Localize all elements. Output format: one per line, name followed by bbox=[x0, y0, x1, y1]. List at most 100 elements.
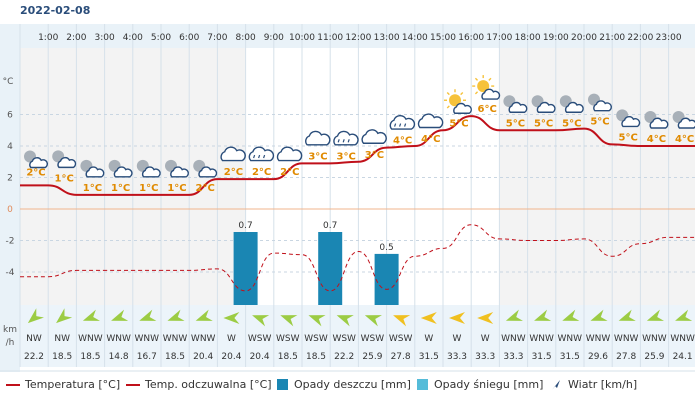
wind-arrow-icon bbox=[675, 309, 693, 321]
temp-label: 1°C bbox=[83, 183, 102, 194]
wind-arrow-icon bbox=[618, 309, 636, 321]
wind-speed: 24.1 bbox=[673, 352, 693, 362]
wind-arrow-icon bbox=[252, 315, 270, 327]
hour-label: 21:00 bbox=[599, 33, 625, 43]
cloud-drizzle-icon bbox=[333, 130, 359, 146]
wind-direction: WNW bbox=[78, 334, 103, 344]
wind-arrow-shape bbox=[420, 312, 437, 324]
hour-label: 18:00 bbox=[515, 33, 541, 43]
drizzle-drop bbox=[394, 123, 397, 127]
wind-arrow-icon bbox=[27, 308, 44, 324]
temp-label: 4°C bbox=[393, 136, 412, 147]
cloud-shape bbox=[29, 157, 48, 169]
legend-wind[interactable]: Wiatr [km/h] bbox=[550, 378, 637, 391]
wind-direction: WSW bbox=[304, 334, 328, 344]
wind-arrow-shape bbox=[252, 315, 270, 327]
wind-arrow-icon bbox=[111, 309, 129, 321]
partly-sunny-icon bbox=[444, 89, 472, 114]
wind-unit-label: km bbox=[3, 325, 17, 335]
cloud-shape bbox=[57, 156, 77, 169]
temp-label: 2°C bbox=[252, 167, 271, 178]
cloud-shape bbox=[170, 166, 189, 178]
legend-rain[interactable]: Opady deszczu [mm] bbox=[277, 378, 411, 391]
legend: Temperatura [°C] Temp. odczuwalna [°C] O… bbox=[0, 372, 695, 396]
cloud-icon bbox=[276, 146, 303, 162]
hour-label: 7:00 bbox=[207, 33, 227, 43]
wind-arrow-shape bbox=[477, 312, 494, 324]
hour-label: 2:00 bbox=[66, 33, 86, 43]
temp-label: 1°C bbox=[167, 183, 186, 194]
wind-speed: 22.2 bbox=[334, 352, 354, 362]
wind-speed: 29.6 bbox=[588, 352, 608, 362]
cloud-shape bbox=[536, 101, 556, 113]
wind-direction: W bbox=[453, 334, 462, 344]
hour-label: 23:00 bbox=[656, 33, 682, 43]
wind-speed: 25.9 bbox=[362, 352, 382, 362]
hour-label: 20:00 bbox=[571, 33, 597, 43]
legend-temperature-swatch bbox=[6, 383, 20, 386]
wind-arrow-shape bbox=[336, 315, 354, 327]
wind-unit-label: /h bbox=[6, 338, 15, 348]
cloud-shape bbox=[453, 102, 472, 114]
temp-label: 5°C bbox=[506, 118, 525, 129]
temp-label: 1°C bbox=[111, 183, 130, 194]
wind-speed: 16.7 bbox=[137, 352, 157, 362]
drizzle-drop bbox=[399, 123, 402, 127]
wind-arrow-icon bbox=[308, 315, 326, 327]
y-tick-label: 0 bbox=[7, 205, 13, 215]
wind-arrow-icon bbox=[477, 312, 494, 324]
wind-arrow-icon bbox=[534, 309, 552, 321]
wind-direction: WNW bbox=[501, 334, 526, 344]
wind-speed: 20.4 bbox=[250, 352, 270, 362]
hour-label: 4:00 bbox=[123, 33, 143, 43]
temp-label: 4°C bbox=[647, 134, 666, 145]
cloud-shape bbox=[141, 166, 161, 178]
wind-arrow-icon bbox=[280, 315, 298, 327]
wind-arrow-icon bbox=[505, 309, 523, 321]
wind-speed: 25.9 bbox=[644, 352, 664, 362]
wind-arrow-shape bbox=[111, 309, 129, 321]
legend-snow[interactable]: Opady śniegu [mm] bbox=[417, 378, 543, 391]
cloud-icon bbox=[417, 113, 444, 129]
cloud-drizzle-icon bbox=[248, 146, 275, 162]
rain-label: 0.7 bbox=[238, 221, 252, 231]
hour-label: 8:00 bbox=[235, 33, 255, 43]
legend-temperature[interactable]: Temperatura [°C] bbox=[6, 378, 120, 391]
hour-label: 10:00 bbox=[289, 33, 315, 43]
wind-arrow-icon bbox=[223, 312, 240, 324]
wind-arrow-shape bbox=[646, 309, 664, 321]
temp-label: 1°C bbox=[139, 183, 158, 194]
temp-label: 2°C bbox=[224, 167, 243, 178]
wind-arrow-icon bbox=[364, 315, 382, 327]
hour-label: 15:00 bbox=[430, 33, 456, 43]
wind-arrow-shape bbox=[167, 309, 185, 321]
partly-cloudy-night-icon bbox=[531, 95, 556, 113]
cloud-shape bbox=[333, 130, 359, 146]
wind-arrow-icon bbox=[82, 309, 100, 321]
wind-arrow-shape bbox=[82, 309, 100, 321]
partly-cloudy-night-icon bbox=[136, 159, 161, 178]
partly-cloudy-night-icon bbox=[616, 109, 641, 128]
sun-ray bbox=[446, 91, 450, 96]
cloud-shape bbox=[621, 116, 641, 128]
legend-feels-like-swatch bbox=[126, 383, 140, 386]
cloud-shape bbox=[677, 117, 695, 129]
wind-arrow-icon bbox=[336, 315, 354, 327]
wind-arrow-icon bbox=[56, 308, 73, 324]
wind-arrow-icon bbox=[449, 312, 465, 324]
wind-speed: 31.5 bbox=[532, 352, 552, 362]
wind-direction: W bbox=[424, 334, 433, 344]
partly-cloudy-night-icon bbox=[52, 150, 77, 169]
sun-shape bbox=[477, 80, 490, 93]
wind-direction: WNW bbox=[558, 334, 583, 344]
wind-direction: NW bbox=[26, 334, 42, 344]
cloud-icon bbox=[361, 129, 387, 144]
wind-speed: 14.8 bbox=[109, 352, 129, 362]
wind-arrow-shape bbox=[27, 308, 44, 324]
wind-arrow-shape bbox=[139, 309, 157, 321]
axis-strip bbox=[0, 24, 20, 372]
hour-label: 12:00 bbox=[345, 33, 371, 43]
cloud-shape bbox=[305, 130, 331, 146]
legend-feels-like[interactable]: Temp. odczuwalna [°C] bbox=[126, 378, 272, 391]
temp-label: 5°C bbox=[562, 118, 581, 129]
